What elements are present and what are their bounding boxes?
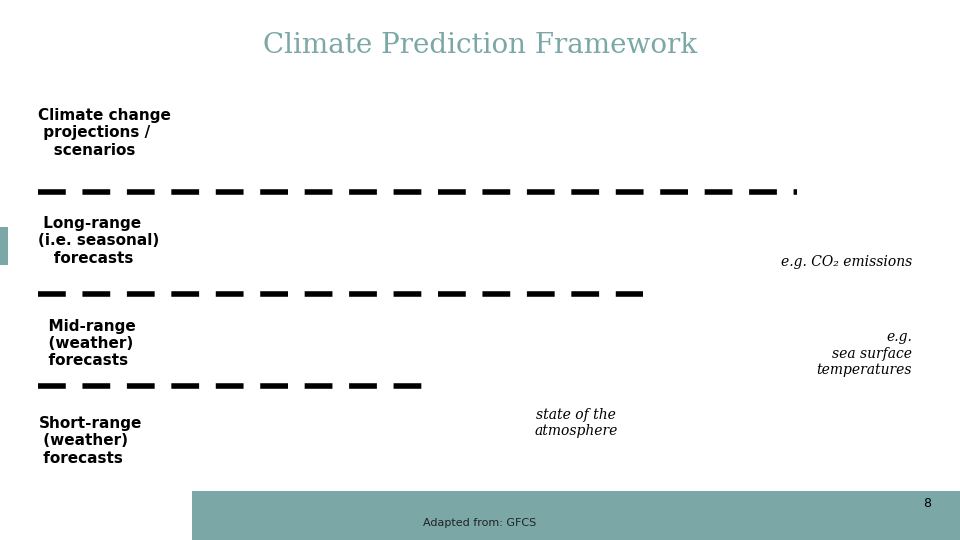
Text: e.g.
sea surface
temperatures: e.g. sea surface temperatures — [817, 330, 912, 377]
Text: Mid-range
  (weather)
  forecasts: Mid-range (weather) forecasts — [38, 319, 136, 368]
Bar — [192, 491, 960, 540]
Text: Short-range
 (weather)
 forecasts: Short-range (weather) forecasts — [38, 416, 142, 465]
Text: e.g. CO₂ emissions: e.g. CO₂ emissions — [780, 255, 912, 269]
Text: state of the
atmosphere: state of the atmosphere — [535, 408, 617, 438]
Bar — [0, 227, 8, 265]
Text: Long-range
(i.e. seasonal)
   forecasts: Long-range (i.e. seasonal) forecasts — [38, 216, 159, 266]
Text: 8: 8 — [924, 497, 931, 510]
Text: Climate change
 projections /
   scenarios: Climate change projections / scenarios — [38, 108, 171, 158]
Text: Adapted from: GFCS: Adapted from: GFCS — [423, 518, 537, 528]
Text: Climate Prediction Framework: Climate Prediction Framework — [263, 32, 697, 59]
